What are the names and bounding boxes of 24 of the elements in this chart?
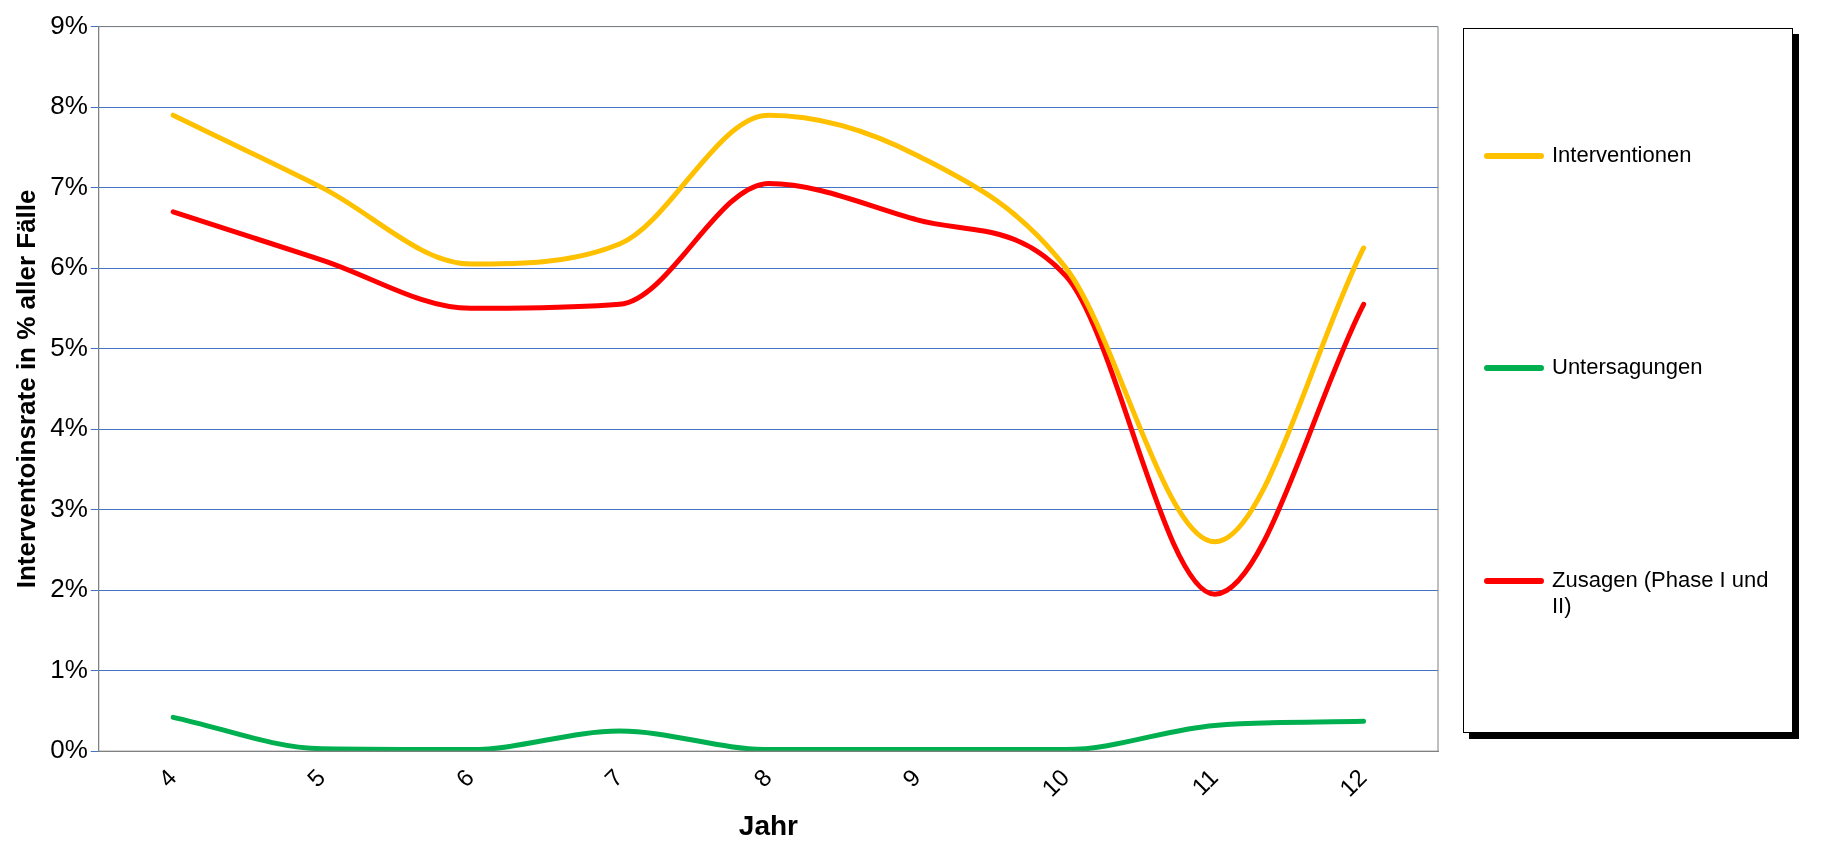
y-tick-label: 3% bbox=[50, 492, 88, 523]
y-axis-title: Interventoinsrate in % aller Fälle bbox=[10, 189, 41, 589]
y-tick-label: 4% bbox=[50, 412, 88, 443]
x-tick-label: 10 bbox=[1036, 763, 1075, 802]
x-tick-label: 8 bbox=[748, 763, 777, 793]
x-tick-label: 5 bbox=[301, 763, 331, 793]
legend-label: Interventionen bbox=[1552, 142, 1693, 169]
y-tick-label: 2% bbox=[50, 573, 88, 604]
x-tick-label: 4 bbox=[152, 763, 182, 793]
y-tick-label: 9% bbox=[50, 9, 88, 40]
y-tick-label: 5% bbox=[50, 331, 88, 362]
y-tick-label: 8% bbox=[50, 90, 88, 121]
x-tick-label: 7 bbox=[599, 763, 628, 793]
y-tick-label: 1% bbox=[50, 653, 88, 684]
y-tick-label: 0% bbox=[50, 734, 88, 765]
y-tick-label: 7% bbox=[50, 170, 88, 201]
y-tick-label: 6% bbox=[50, 251, 88, 282]
legend-label: Untersagungen bbox=[1552, 354, 1704, 381]
x-tick-label: 11 bbox=[1186, 763, 1224, 801]
x-tick-label: 12 bbox=[1333, 763, 1372, 802]
x-tick-label: 9 bbox=[896, 763, 926, 793]
legend-label: Zusagen (Phase I und II) bbox=[1552, 566, 1770, 619]
x-axis-title: Jahr bbox=[738, 809, 799, 841]
x-tick-label: 6 bbox=[450, 763, 479, 793]
